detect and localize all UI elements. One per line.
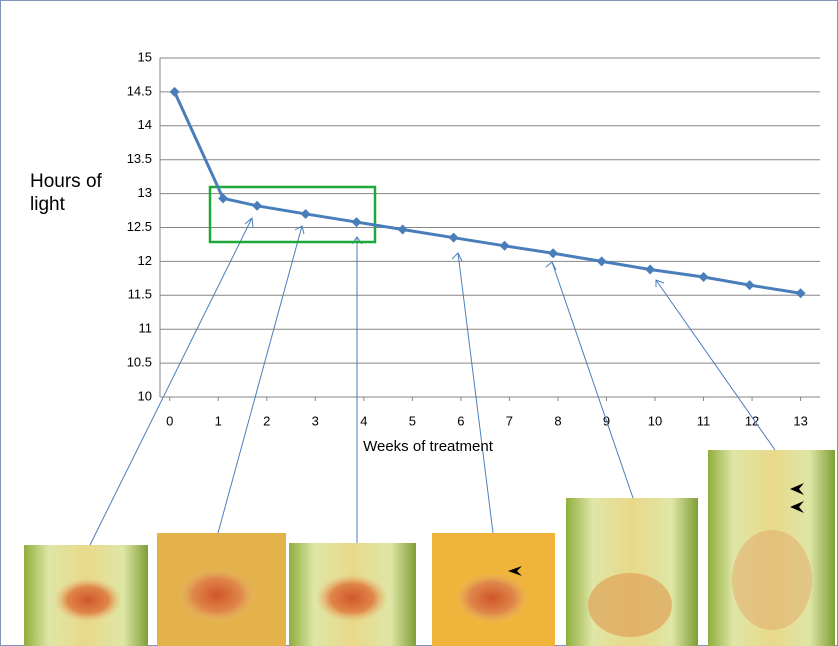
y-tick-label: 12 bbox=[138, 253, 152, 268]
marker bbox=[745, 280, 755, 290]
photo-spot bbox=[732, 530, 812, 630]
x-tick-label: 3 bbox=[312, 413, 319, 428]
marker bbox=[699, 272, 709, 282]
marker bbox=[252, 201, 262, 211]
marker bbox=[449, 233, 459, 243]
marker bbox=[645, 265, 655, 275]
marker bbox=[500, 241, 510, 251]
y-axis-label: Hours of light bbox=[30, 170, 122, 216]
x-tick-label: 11 bbox=[697, 413, 711, 428]
pointer bbox=[218, 226, 302, 533]
marker bbox=[301, 209, 311, 219]
x-tick-label: 12 bbox=[745, 413, 759, 428]
x-tick-label: 6 bbox=[457, 413, 464, 428]
x-tick-label: 8 bbox=[554, 413, 561, 428]
photo-spot bbox=[316, 574, 388, 622]
marker bbox=[597, 256, 607, 266]
y-tick-label: 11.5 bbox=[128, 287, 152, 302]
y-tick-label: 15 bbox=[138, 49, 152, 64]
y-tick-label: 12.5 bbox=[127, 219, 152, 234]
y-tick-label: 14.5 bbox=[127, 83, 152, 98]
pointer bbox=[552, 262, 633, 498]
y-tick-label: 10.5 bbox=[127, 355, 152, 370]
photo-spot bbox=[54, 578, 122, 622]
annotations bbox=[90, 218, 775, 545]
chart: 1010.51111.51212.51313.51414.51501234567… bbox=[0, 0, 838, 646]
marker bbox=[352, 217, 362, 227]
line bbox=[175, 92, 801, 293]
marker bbox=[170, 87, 180, 97]
x-tick-label: 7 bbox=[506, 413, 513, 428]
x-tick-label: 1 bbox=[215, 413, 222, 428]
y-tick-label: 13.5 bbox=[127, 151, 152, 166]
marker bbox=[548, 248, 558, 258]
photo-spot bbox=[177, 567, 257, 623]
x-tick-label: 13 bbox=[793, 413, 807, 428]
photo-spot bbox=[588, 573, 672, 637]
x-tick-label: 0 bbox=[166, 413, 173, 428]
x-axis-label: Weeks of treatment bbox=[363, 438, 494, 455]
x-tick-label: 2 bbox=[263, 413, 270, 428]
x-tick-label: 4 bbox=[360, 413, 367, 428]
marker bbox=[398, 225, 408, 235]
photo-spot bbox=[454, 572, 530, 624]
y-tick-label: 10 bbox=[138, 388, 152, 403]
y-tick-label: 13 bbox=[138, 185, 152, 200]
x-tick-label: 5 bbox=[409, 413, 416, 428]
pointer-heads bbox=[245, 218, 664, 287]
pointer bbox=[656, 280, 775, 450]
x-tick-label: 10 bbox=[648, 413, 662, 428]
photos bbox=[24, 450, 835, 646]
highlight-box bbox=[210, 187, 375, 242]
y-tick-label: 11 bbox=[139, 321, 153, 336]
y-tick-label: 14 bbox=[138, 117, 152, 132]
marker bbox=[218, 193, 228, 203]
marker bbox=[796, 288, 806, 298]
